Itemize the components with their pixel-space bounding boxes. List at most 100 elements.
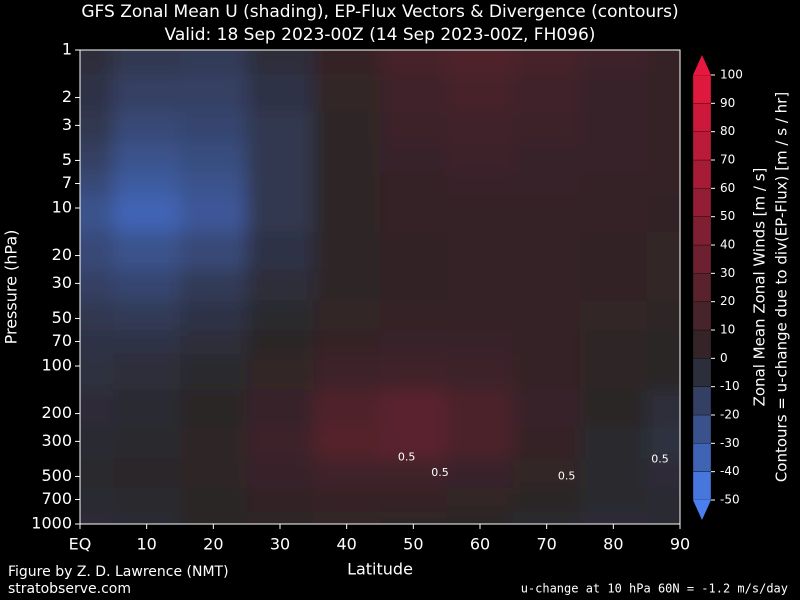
wind-cell (313, 231, 381, 270)
website: stratobserve.com (8, 581, 131, 597)
wind-cell (513, 329, 581, 355)
wind-cell (180, 50, 248, 75)
wind-cell (513, 427, 581, 460)
wind-cell (246, 73, 314, 112)
wind-cell (380, 389, 448, 428)
wind-cell (246, 111, 314, 144)
x-tick-label: 10 (136, 535, 156, 554)
contour-label: 0.5 (431, 466, 449, 479)
wind-cell (313, 50, 381, 75)
wind-cell (113, 269, 181, 302)
wind-cell (180, 269, 248, 302)
wind-cell (646, 329, 680, 355)
wind-cell (446, 511, 514, 524)
y-tick-label: 100 (41, 356, 72, 375)
y-tick-label: 30 (52, 273, 72, 292)
colorbar-tick-label: -40 (720, 464, 740, 478)
y-tick-label: 1000 (31, 514, 72, 533)
wind-cell (446, 171, 514, 197)
wind-cell (513, 487, 581, 513)
x-tick-label: 50 (403, 535, 423, 554)
wind-cell (513, 269, 581, 302)
wind-cell (646, 269, 680, 302)
wind-cell (113, 195, 181, 233)
colorbar-segment (692, 358, 712, 387)
wind-cell (646, 300, 680, 331)
wind-cell (246, 300, 314, 331)
wind-cell (246, 142, 314, 173)
wind-cell (446, 111, 514, 144)
wind-cell (80, 171, 114, 197)
wind-cell (380, 73, 448, 112)
wind-cell (80, 427, 114, 460)
colorbar-segment (692, 443, 712, 472)
colorbar-segment (692, 74, 712, 104)
wind-cell (80, 511, 114, 524)
wind-cell (646, 111, 680, 144)
wind-cell (580, 300, 648, 331)
colorbar-tick-label: -30 (720, 436, 740, 450)
colorbar-tick-label: -20 (720, 408, 740, 422)
wind-cell (646, 171, 680, 197)
wind-cell (513, 231, 581, 270)
wind-cell (380, 195, 448, 233)
wind-cell (246, 458, 314, 489)
footer-note: u-change at 10 hPa 60N = -1.2 m/s/day (521, 582, 788, 596)
y-axis-label: Pressure (hPa) (2, 230, 21, 345)
colorbar-tick-label: 20 (720, 294, 735, 308)
wind-cell (380, 171, 448, 197)
y-tick-label: 1 (62, 40, 72, 59)
wind-cell (80, 300, 114, 331)
wind-cell (380, 111, 448, 144)
wind-cell (246, 269, 314, 302)
wind-cell (113, 329, 181, 355)
x-tick-label: 80 (603, 535, 623, 554)
wind-cell (80, 269, 114, 302)
wind-cell (446, 329, 514, 355)
y-tick-label: 5 (62, 150, 72, 169)
wind-cell (80, 73, 114, 112)
wind-cell (446, 427, 514, 460)
wind-cell (113, 171, 181, 197)
colorbar-tick-label: 100 (720, 68, 743, 82)
wind-cell (446, 50, 514, 75)
wind-cell (313, 171, 381, 197)
wind-cell (80, 195, 114, 233)
wind-field (80, 50, 680, 524)
wind-cell (80, 50, 114, 75)
wind-cell (246, 231, 314, 270)
wind-cell (580, 73, 648, 112)
x-tick-label: 40 (336, 535, 356, 554)
wind-cell (513, 50, 581, 75)
wind-cell (646, 389, 680, 428)
wind-cell (246, 329, 314, 355)
y-tick-label: 700 (41, 489, 72, 508)
wind-cell (180, 73, 248, 112)
colorbar-tick-label: -50 (720, 493, 740, 507)
wind-cell (646, 195, 680, 233)
colorbar-label: Zonal Mean Zonal Winds [m / s] (751, 168, 769, 407)
y-tick-label: 10 (52, 198, 72, 217)
wind-cell (646, 427, 680, 460)
wind-cell (513, 111, 581, 144)
wind-cell (113, 73, 181, 112)
wind-cell (113, 142, 181, 173)
x-tick-label: 90 (670, 535, 690, 554)
wind-cell (80, 458, 114, 489)
wind-cell (313, 389, 381, 428)
wind-cell (180, 195, 248, 233)
wind-cell (446, 142, 514, 173)
wind-cell (580, 231, 648, 270)
wind-cell (380, 269, 448, 302)
wind-cell (446, 195, 514, 233)
wind-cell (313, 487, 381, 513)
colorbar-segment (692, 301, 712, 331)
wind-cell (580, 458, 648, 489)
wind-cell (646, 142, 680, 173)
wind-cell (313, 269, 381, 302)
y-tick-label: 7 (62, 173, 72, 192)
plot-frame (79, 49, 681, 525)
wind-cell (580, 269, 648, 302)
wind-cell (646, 73, 680, 112)
